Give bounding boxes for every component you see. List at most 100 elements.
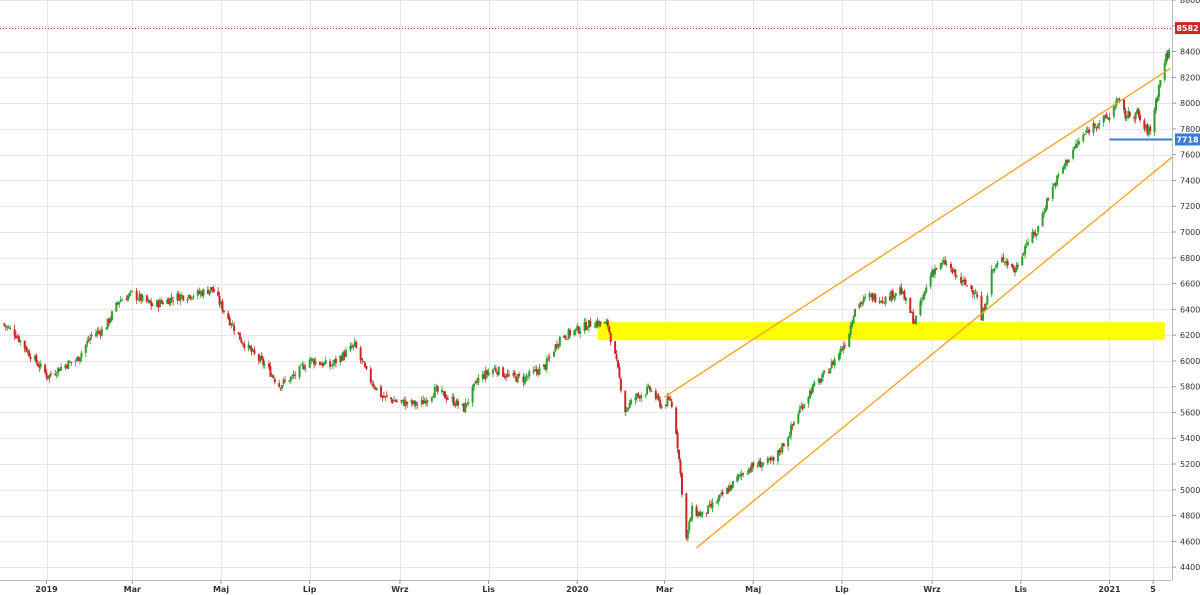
candle-body [1115,98,1118,105]
candle-body [125,299,128,301]
candle-body [247,344,250,349]
candle-body [222,310,225,312]
candle-body [1157,85,1160,98]
candle-body [952,269,955,272]
candle-body [603,322,606,324]
candle-body [1083,134,1086,136]
candle-body [787,437,790,447]
candle-body [29,356,32,360]
y-tick-label: 6800 [1180,254,1200,263]
candle-body [1067,159,1070,163]
candle-body [486,370,489,375]
candle-body [457,401,460,406]
candle-body [585,322,587,331]
y-tick-label: 4400 [1180,563,1200,572]
candle-body [221,301,224,311]
candle-body [371,383,374,385]
support-badge-label: 7718 [1176,135,1199,144]
candle-body [238,332,241,340]
candle-body [915,315,918,324]
candle-body [156,300,159,307]
candle-body [416,404,419,406]
candle-body [1117,99,1120,101]
candle-body [474,381,477,383]
candle-body [430,397,433,402]
candle-body [1057,174,1060,176]
candle-body [929,275,932,287]
candle-body [727,488,730,492]
candle-body [615,354,618,360]
candle-body [525,376,528,378]
candle-body [980,295,983,321]
candle-body [961,279,964,283]
candle-body [55,374,58,376]
candle-body [420,400,423,404]
candle-body [129,291,132,293]
candle-body [660,405,663,408]
candle-body [637,393,640,396]
candle-body [58,368,61,372]
candle-body [731,480,734,488]
candle-body [1165,53,1168,64]
candle-body [1005,261,1008,264]
candle-body [676,432,679,449]
candle-body [84,344,87,354]
candle-body [446,398,449,400]
candle-body [138,294,141,299]
candle-body [253,349,256,354]
candle-body [192,296,195,298]
candle-body [616,360,619,368]
candle-body [807,397,810,404]
candle-body [1108,117,1111,120]
candle-body [1034,232,1037,236]
candle-body [308,359,311,368]
candle-body [933,268,936,275]
candle-body [365,366,368,369]
candle-body [717,497,720,502]
candle-body [935,267,938,270]
candle-body [13,329,16,336]
candle-body [436,386,439,392]
candle-body [477,377,480,383]
candle-body [1127,111,1130,119]
candle-body [1159,79,1162,86]
candle-body [970,285,973,290]
candle-body [1047,198,1050,200]
candle-body [515,376,518,382]
candle-body [679,460,682,474]
candle-body [1166,52,1169,59]
candle-body [919,300,922,316]
candle-body [910,312,913,314]
candle-body [432,396,435,398]
candle-body [605,321,608,323]
candle-body [464,402,467,413]
y-tick-label: 5400 [1180,434,1200,443]
candle-body [528,371,531,377]
candle-body [353,341,356,346]
candle-body [105,328,108,330]
candle-body [157,300,160,308]
candle-body [995,265,998,268]
candle-body [250,347,253,352]
candle-body [118,301,121,305]
candle-body [695,506,698,516]
candle-body [874,294,877,302]
candle-body [333,359,336,364]
candle-body [554,344,557,352]
candle-body [279,387,282,389]
candle-body [726,487,729,495]
candle-body [768,458,771,460]
candle-body [1139,115,1142,121]
candle-body [1085,130,1088,133]
candle-body [842,346,845,351]
candle-body [945,263,948,265]
x-tick-label: Mar [124,585,141,594]
candle-body [339,355,342,363]
last-price-badge-label: 8582 [1176,24,1198,33]
candle-body [718,494,721,499]
candle-body [60,366,63,371]
candle-body [1044,208,1047,212]
candle-body [1118,99,1121,101]
candle-body [1022,253,1025,256]
candle-body [170,297,173,300]
